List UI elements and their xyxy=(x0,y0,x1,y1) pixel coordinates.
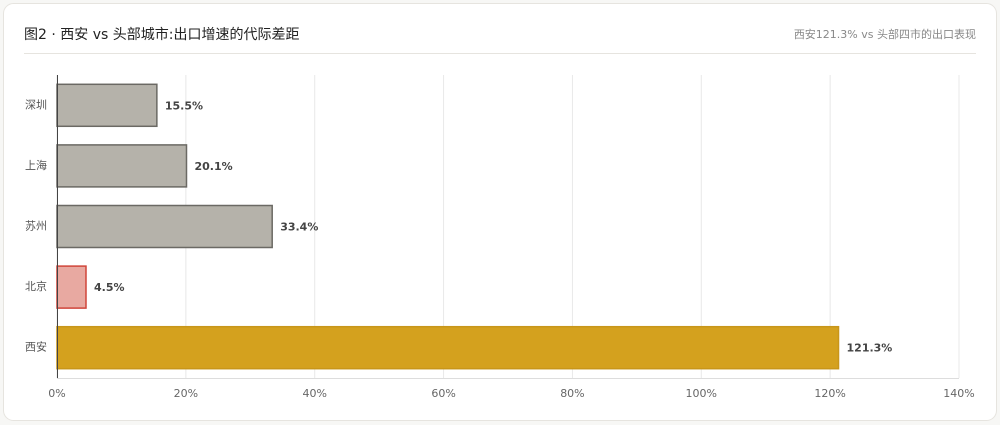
chart-subtitle: 西安121.3% vs 头部四市的出口表现 xyxy=(794,27,976,41)
bar xyxy=(56,325,840,370)
chart-title: 图2 · 西安 vs 头部城市:出口增速的代际差距 xyxy=(24,26,299,43)
bar xyxy=(56,83,158,128)
bar xyxy=(56,265,87,309)
value-label: 121.3% xyxy=(847,342,893,355)
card xyxy=(3,3,997,421)
y-tick-label: 上海 xyxy=(25,158,47,172)
y-tick-label: 苏州 xyxy=(25,220,47,233)
x-tick-label: 40% xyxy=(302,387,326,400)
value-label: 15.5% xyxy=(165,99,203,112)
x-tick-label: 100% xyxy=(686,387,717,400)
y-tick-label: 北京 xyxy=(25,279,47,293)
value-label: 4.5% xyxy=(94,281,125,294)
x-tick-label: 60% xyxy=(431,387,455,400)
bar xyxy=(56,144,188,188)
x-tick-label: 80% xyxy=(560,387,584,400)
x-tick-label: 120% xyxy=(814,387,845,400)
value-label: 20.1% xyxy=(195,160,233,173)
value-label: 33.4% xyxy=(280,221,318,234)
bar xyxy=(56,204,273,249)
y-tick-label: 西安 xyxy=(25,340,47,354)
x-tick-label: 20% xyxy=(174,387,198,400)
x-tick-label: 0% xyxy=(48,387,65,400)
y-tick-label: 深圳 xyxy=(25,98,47,111)
x-tick-label: 140% xyxy=(943,387,974,400)
